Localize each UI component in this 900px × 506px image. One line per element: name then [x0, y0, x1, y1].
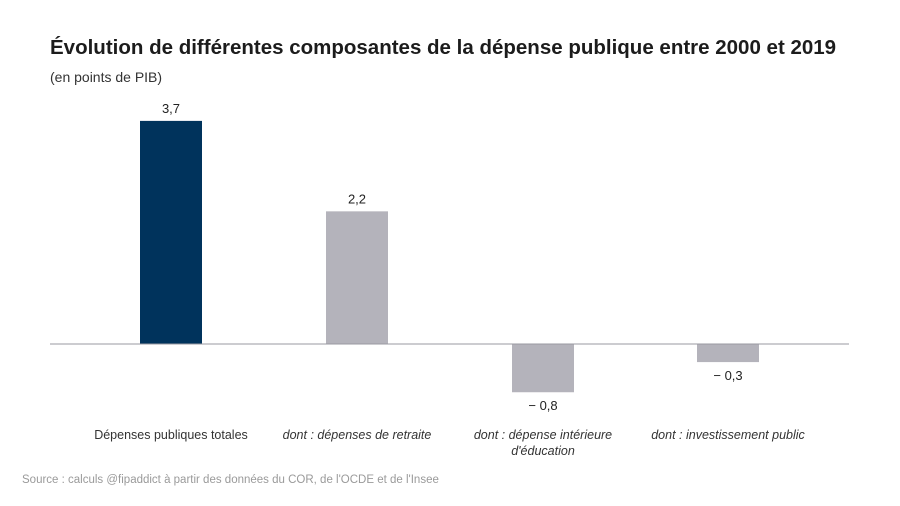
data-label-total: 3,7	[162, 101, 180, 116]
data-label-investissement: − 0,3	[713, 368, 742, 383]
category-label-line: d'éducation	[511, 444, 575, 458]
data-label-education: − 0,8	[528, 398, 557, 413]
category-label-line: dont : investissement public	[651, 428, 805, 442]
category-label-line: Dépenses publiques totales	[94, 428, 248, 442]
chart-title: Évolution de différentes composantes de …	[50, 36, 837, 59]
category-label-investissement: dont : investissement public	[643, 427, 813, 443]
bar-education	[512, 344, 574, 393]
data-label-retraite: 2,2	[348, 191, 366, 206]
bar-total	[140, 120, 202, 344]
category-label-line: dont : dépenses de retraite	[282, 428, 432, 442]
category-label-total: Dépenses publiques totales	[86, 427, 256, 443]
category-label-line: dont : dépense intérieure	[473, 428, 613, 442]
source-note: Source : calculs @fipaddict à partir des…	[22, 474, 439, 486]
chart-subtitle: (en points de PIB)	[50, 69, 163, 85]
category-label-education: dont : dépense intérieure d'éducation	[458, 427, 628, 459]
bar-investissement	[697, 344, 759, 363]
bar-retraite	[326, 211, 388, 344]
category-label-retraite: dont : dépenses de retraite	[272, 427, 442, 443]
bar-chart: 3,7 2,2 − 0,8 − 0,3	[50, 101, 849, 413]
